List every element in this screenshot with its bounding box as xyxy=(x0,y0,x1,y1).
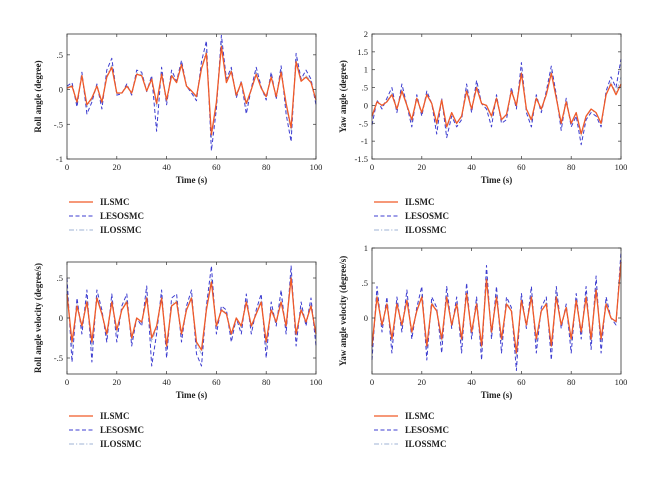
legend-label-lesosmc: LESOSMC xyxy=(100,211,144,221)
y-tick-label: 2 xyxy=(364,29,368,39)
legend-label-ilossmc: ILOSSMC xyxy=(405,439,447,449)
legend-label-ilsmc: ILSMC xyxy=(405,411,435,421)
chart-panel-3: 0 20 40 60 80 100 -.5 0 .5 Time (s) Roll angle vel… xyxy=(33,261,323,449)
x-tick-label: 60 xyxy=(212,162,221,172)
x-tick-label: 20 xyxy=(418,377,427,387)
x-tick-label: 100 xyxy=(310,377,323,387)
legend-label-ilossmc: ILOSSMC xyxy=(100,439,142,449)
series-line-ilsmc xyxy=(66,277,317,351)
x-tick-label: 0 xyxy=(370,377,374,387)
x-tick-label: 80 xyxy=(567,377,576,387)
chart-panel-1: 0 20 40 60 80 100 -1 -.5 0 .5 Time (s) Roll angle (… xyxy=(33,33,323,235)
y-tick-label: -1 xyxy=(361,136,368,146)
plot-frame xyxy=(371,33,622,160)
legend-label-ilossmc: ILOSSMC xyxy=(405,225,447,235)
y-axis-label: Yaw angle velocity (degree/s) xyxy=(338,256,348,367)
x-tick-label: 80 xyxy=(262,377,271,387)
x-tick-label: 20 xyxy=(418,162,427,172)
plot-frame xyxy=(66,261,317,375)
plot-frame xyxy=(371,247,622,375)
x-tick-label: 100 xyxy=(310,162,323,172)
x-tick-label: 0 xyxy=(65,377,69,387)
x-tick-label: 40 xyxy=(467,377,476,387)
series-line-lesosmc xyxy=(371,251,622,371)
y-tick-label: -1 xyxy=(56,154,63,164)
y-tick-label: 0 xyxy=(364,313,368,323)
y-tick-label: .5 xyxy=(57,273,63,283)
y-tick-label: 1.5 xyxy=(357,47,368,57)
series-line-lesosmc xyxy=(371,58,622,146)
x-tick-label: 80 xyxy=(567,162,576,172)
x-tick-label: 0 xyxy=(65,162,69,172)
series-line-lesosmc xyxy=(66,265,317,367)
series-line-ilossmc xyxy=(371,71,622,137)
legend-label-ilossmc: ILOSSMC xyxy=(100,225,142,235)
series-line-ilsmc xyxy=(66,45,317,136)
y-tick-label: .5 xyxy=(362,83,368,93)
x-tick-label: 20 xyxy=(113,377,122,387)
x-tick-label: 80 xyxy=(262,162,271,172)
y-tick-label: 0 xyxy=(59,85,63,95)
series-line-ilsmc xyxy=(371,261,622,354)
legend-label-ilsmc: ILSMC xyxy=(405,197,435,207)
x-tick-label: 0 xyxy=(370,162,374,172)
y-tick-label: 1 xyxy=(364,243,368,253)
legend-label-lesosmc: LESOSMC xyxy=(405,211,449,221)
y-tick-label: 0 xyxy=(59,313,63,323)
y-tick-label: .5 xyxy=(362,278,368,288)
x-tick-label: 40 xyxy=(162,377,171,387)
legend-label-ilsmc: ILSMC xyxy=(100,197,130,207)
y-tick-label: -.5 xyxy=(54,353,63,363)
x-axis-label: Time (s) xyxy=(176,390,208,400)
legend-label-lesosmc: LESOSMC xyxy=(100,425,144,435)
x-tick-label: 40 xyxy=(162,162,171,172)
x-tick-label: 60 xyxy=(212,377,221,387)
x-tick-label: 100 xyxy=(615,162,628,172)
x-axis-label: Time (s) xyxy=(481,175,513,185)
x-tick-label: 20 xyxy=(113,162,122,172)
chart-panel-4: 0 20 40 60 80 100 0 .5 1 Time (s) Yaw angle veloci… xyxy=(338,243,627,449)
series-line-lesosmc xyxy=(66,34,317,152)
y-tick-label: 1 xyxy=(364,65,368,75)
y-tick-label: -.5 xyxy=(54,119,63,129)
y-tick-label: .5 xyxy=(57,50,63,60)
x-axis-label: Time (s) xyxy=(176,175,208,185)
legend-label-lesosmc: LESOSMC xyxy=(405,425,449,435)
y-axis-label: Yaw angle (degree) xyxy=(338,60,348,133)
x-tick-label: 60 xyxy=(517,377,526,387)
x-tick-label: 100 xyxy=(615,377,628,387)
y-tick-label: 0 xyxy=(364,100,368,110)
x-tick-label: 60 xyxy=(517,162,526,172)
plot-frame xyxy=(66,33,317,160)
chart-panel-2: 0 20 40 60 80 100 -1.5 -1 -.5 0 .5 1 1.5 2 Time (s) Yaw… xyxy=(338,29,627,235)
y-axis-label: Roll angle (degree) xyxy=(33,60,43,132)
y-axis-label: Roll angle velocity (degree/s) xyxy=(33,263,43,373)
legend-label-ilsmc: ILSMC xyxy=(100,411,130,421)
y-tick-label: -.5 xyxy=(359,118,368,128)
y-tick-label: -1.5 xyxy=(355,154,368,164)
x-axis-label: Time (s) xyxy=(481,390,513,400)
series-line-ilsmc xyxy=(371,72,622,135)
x-tick-label: 40 xyxy=(467,162,476,172)
